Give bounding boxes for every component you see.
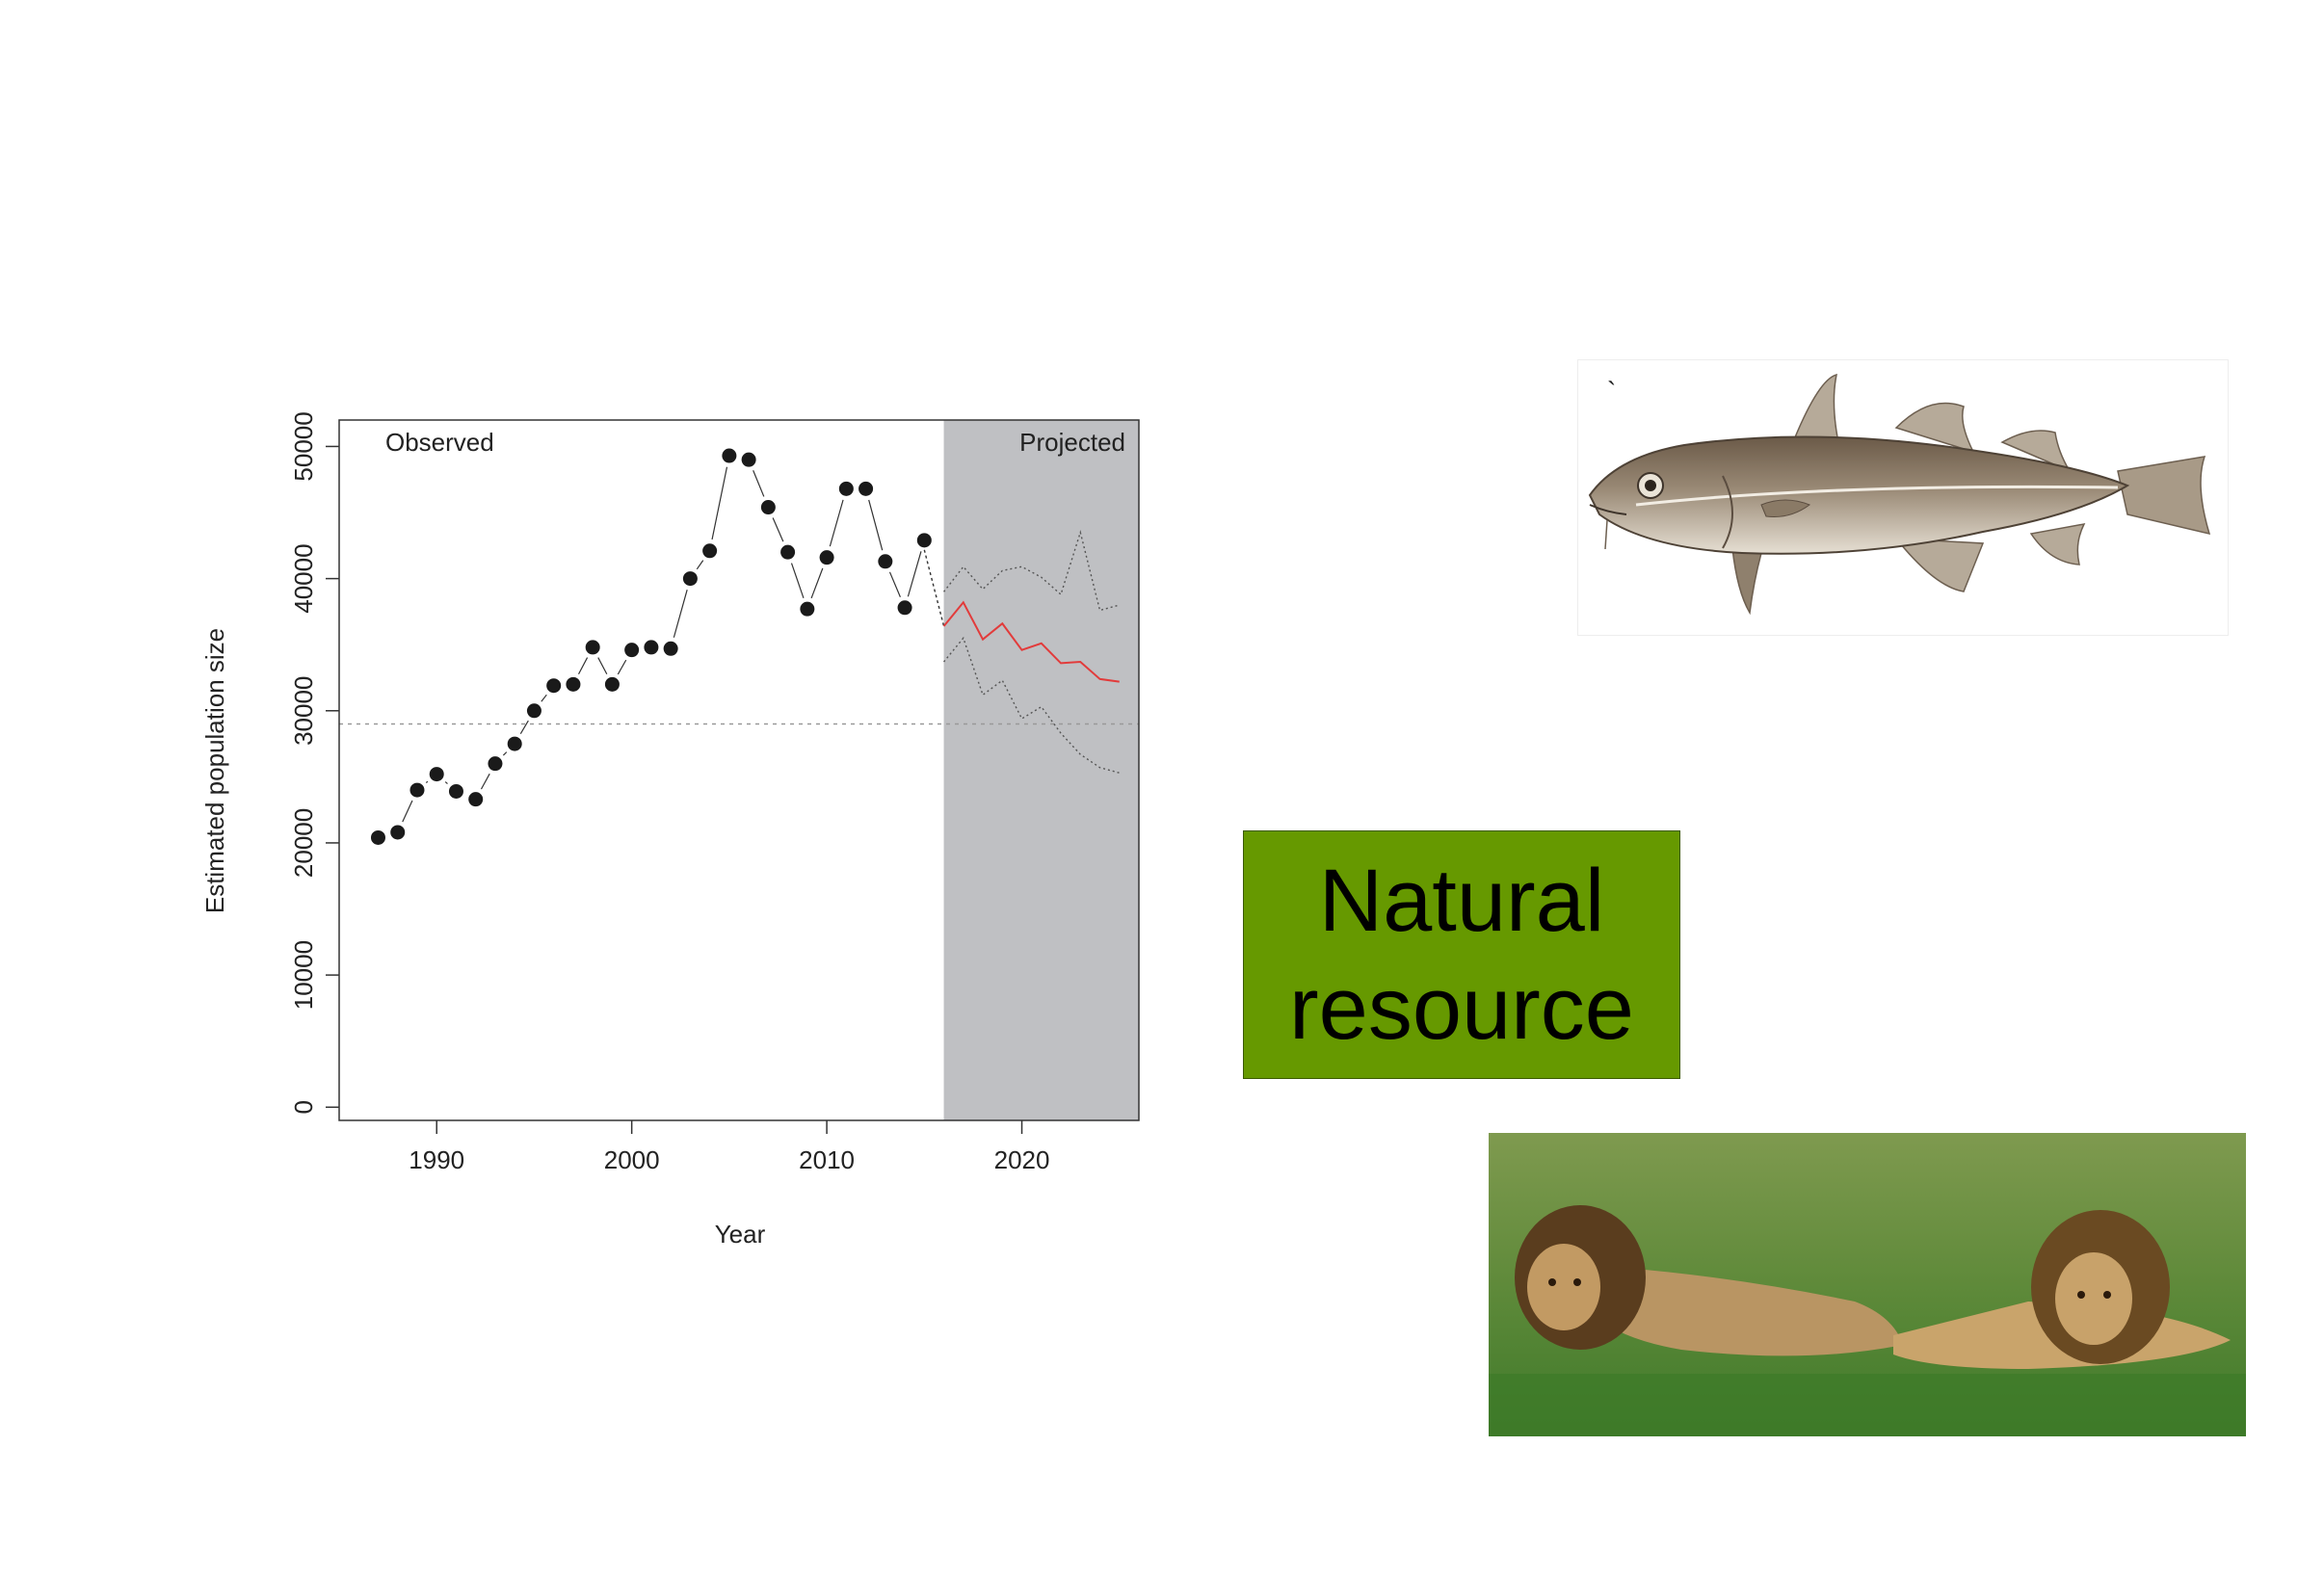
observed-point bbox=[722, 448, 737, 463]
observed-point bbox=[468, 792, 484, 807]
projected-region bbox=[943, 420, 1139, 1120]
x-axis-label: Year bbox=[715, 1220, 766, 1249]
observed-connector bbox=[696, 560, 704, 570]
observed-point bbox=[409, 782, 425, 798]
series-layer bbox=[370, 448, 1120, 845]
observed-point bbox=[370, 829, 385, 845]
observed-point bbox=[585, 640, 600, 655]
x-tick-label: 2000 bbox=[604, 1145, 660, 1174]
projection-line bbox=[942, 600, 1120, 683]
axis-layer: 1990 2000 2010 2020 0 10000 20000 30000 40000 500… bbox=[289, 411, 1140, 1174]
observed-point bbox=[488, 756, 503, 772]
observed-point bbox=[760, 500, 776, 515]
observed-connector bbox=[577, 657, 589, 675]
observed-point bbox=[604, 676, 620, 692]
projected-region-label: Projected bbox=[1019, 428, 1125, 457]
observed-point bbox=[858, 481, 874, 496]
observed-point bbox=[663, 641, 678, 656]
observed-connector bbox=[519, 720, 529, 735]
observed-point bbox=[448, 783, 463, 799]
observed-point bbox=[800, 601, 815, 617]
plot-frame bbox=[338, 419, 1140, 1121]
observed-point bbox=[702, 543, 718, 559]
observed-point bbox=[819, 550, 834, 565]
observed-projection-link bbox=[923, 549, 945, 627]
observed-connector bbox=[868, 499, 884, 551]
y-tick-label: 50000 bbox=[289, 411, 318, 481]
observed-connector bbox=[790, 563, 805, 598]
observed-point bbox=[878, 554, 893, 569]
upper-bound-line bbox=[943, 530, 1120, 612]
fish-image: ` bbox=[1577, 359, 2229, 636]
observed-connector bbox=[772, 517, 784, 542]
observed-connector bbox=[829, 499, 844, 547]
observed-point bbox=[390, 825, 406, 840]
observed-connector bbox=[888, 571, 901, 597]
lower-bound-line bbox=[943, 636, 1120, 774]
svg-text:`: ` bbox=[1607, 377, 1616, 407]
observed-point bbox=[780, 544, 796, 560]
population-chart: Observed Projected 1990 2000 2010 2020 0 10000… bbox=[200, 411, 1140, 1249]
observed-connector bbox=[617, 659, 627, 675]
lions-icon bbox=[1489, 1133, 2246, 1436]
observed-point bbox=[916, 533, 932, 548]
observed-point bbox=[526, 703, 541, 719]
y-tick-label: 20000 bbox=[289, 808, 318, 878]
y-axis-label: Estimated population size bbox=[200, 628, 229, 913]
observed-connector bbox=[444, 781, 448, 784]
observed-connector bbox=[597, 657, 608, 675]
observed-point bbox=[624, 643, 640, 658]
observed-connector bbox=[810, 567, 824, 599]
observed-point bbox=[741, 452, 756, 467]
observed-point bbox=[566, 676, 581, 692]
x-tick-label: 2010 bbox=[799, 1145, 855, 1174]
observed-connector bbox=[480, 773, 490, 790]
x-tick-label: 2020 bbox=[994, 1145, 1050, 1174]
region-layer: Observed Projected bbox=[385, 420, 1139, 1120]
observed-connector bbox=[753, 470, 765, 497]
observed-connector bbox=[711, 466, 728, 540]
natural-resource-text: Natural resource bbox=[1289, 852, 1634, 1058]
y-tick-label: 30000 bbox=[289, 676, 318, 746]
observed-connector bbox=[541, 694, 547, 702]
observed-connector bbox=[907, 551, 922, 597]
lions-photo bbox=[1489, 1133, 2246, 1436]
observed-point bbox=[644, 640, 659, 655]
observed-point bbox=[682, 571, 698, 587]
observed-point bbox=[838, 481, 854, 496]
y-tick-label: 0 bbox=[289, 1100, 318, 1114]
observed-point bbox=[507, 736, 522, 751]
cod-fish-icon: ` bbox=[1588, 373, 2211, 616]
observed-region-label: Observed bbox=[385, 428, 494, 457]
observed-connector bbox=[402, 800, 413, 823]
observed-connector bbox=[425, 780, 429, 783]
y-tick-label: 10000 bbox=[289, 940, 318, 1010]
y-tick-label: 40000 bbox=[289, 543, 318, 613]
observed-connector bbox=[502, 751, 508, 756]
natural-resource-label: Natural resource bbox=[1243, 830, 1680, 1079]
observed-point bbox=[897, 600, 912, 616]
observed-point bbox=[546, 678, 562, 694]
observed-connector bbox=[673, 590, 688, 638]
x-tick-label: 1990 bbox=[409, 1145, 464, 1174]
observed-point bbox=[429, 767, 444, 782]
